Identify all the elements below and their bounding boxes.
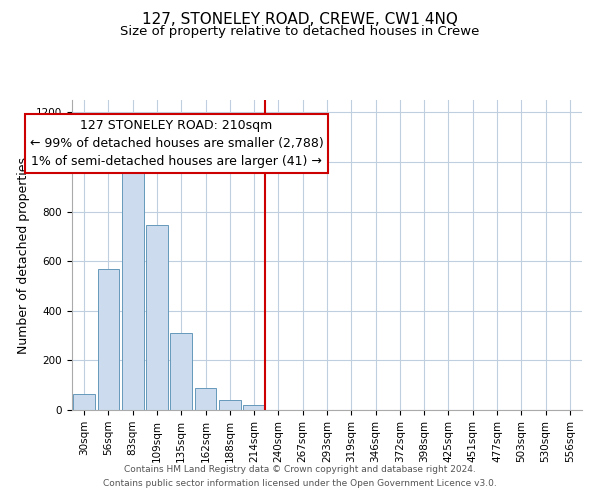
Bar [122, 162, 143, 410]
Text: Size of property relative to detached houses in Crewe: Size of property relative to detached ho… [121, 25, 479, 38]
Bar [243, 405, 265, 410]
Bar [97, 268, 119, 410]
Y-axis label: Number of detached properties: Number of detached properties [17, 156, 31, 354]
Bar [170, 333, 192, 410]
Bar [73, 394, 95, 410]
Bar [194, 388, 217, 410]
Text: 127, STONELEY ROAD, CREWE, CW1 4NQ: 127, STONELEY ROAD, CREWE, CW1 4NQ [142, 12, 458, 28]
Text: Contains HM Land Registry data © Crown copyright and database right 2024.
Contai: Contains HM Land Registry data © Crown c… [103, 466, 497, 487]
Bar [146, 225, 168, 410]
Bar [219, 400, 241, 410]
Text: 127 STONELEY ROAD: 210sqm
← 99% of detached houses are smaller (2,788)
1% of sem: 127 STONELEY ROAD: 210sqm ← 99% of detac… [29, 118, 323, 168]
